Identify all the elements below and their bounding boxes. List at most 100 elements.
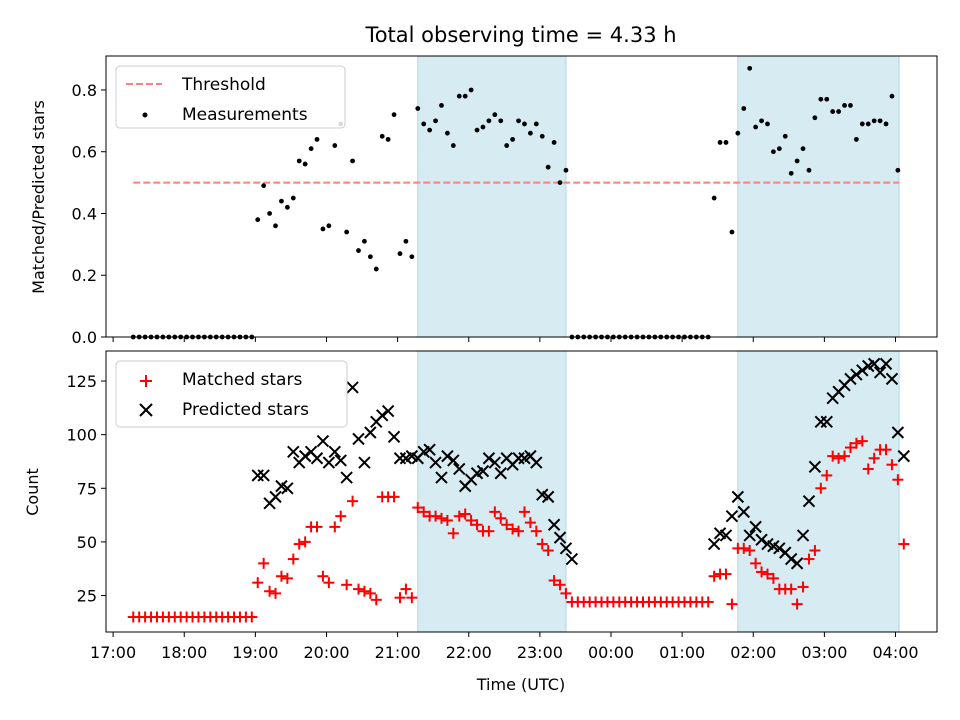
legend-matched-swatch <box>140 375 152 387</box>
predicted-point <box>429 456 442 469</box>
measurement-point <box>433 118 438 124</box>
top-y-axis-label: Matched/Predicted stars <box>29 100 48 294</box>
measurement-point <box>557 180 563 186</box>
matched-point <box>548 575 560 587</box>
measurement-point <box>492 112 498 118</box>
matched-point <box>501 519 513 531</box>
predicted-point <box>316 434 330 448</box>
measurement-point <box>848 103 853 108</box>
predicted-point <box>530 456 543 469</box>
measurement-point <box>284 204 290 210</box>
matched-point <box>459 508 471 520</box>
measurement-point <box>474 127 480 133</box>
predicted-point <box>749 520 762 534</box>
measurement-point <box>320 226 326 232</box>
measurement-point <box>462 93 468 99</box>
measurement-point <box>527 130 533 136</box>
measurement-point <box>290 195 296 201</box>
measurement-point <box>735 130 741 136</box>
matched-point <box>868 452 880 464</box>
matched-point <box>347 495 359 507</box>
matched-point <box>708 570 720 582</box>
matched-point <box>388 491 400 503</box>
top-plot-frame <box>105 55 938 338</box>
predicted-point <box>719 529 733 542</box>
measurement-point <box>344 229 350 235</box>
measurement-point <box>711 195 717 201</box>
top-panel: 0.00.20.40.60.8 Matched/Predicted stars … <box>29 55 938 347</box>
measurement-point <box>397 251 403 257</box>
matched-point <box>761 568 773 580</box>
matched-point <box>370 594 382 606</box>
measurement-point <box>445 130 450 136</box>
matched-point <box>850 437 862 449</box>
matched-point <box>856 435 868 447</box>
matched-point <box>252 577 264 589</box>
x-tick-label: 04:00 <box>872 643 918 662</box>
predicted-point <box>376 409 389 422</box>
predicted-point <box>541 490 555 504</box>
measurement-point <box>439 103 444 108</box>
y-tick-label: 0.2 <box>72 266 97 285</box>
x-tick-label: 03:00 <box>801 643 847 662</box>
predicted-point <box>346 381 359 394</box>
measurement-point <box>379 133 385 139</box>
measurement-point <box>771 149 776 155</box>
measurement-point <box>765 121 770 127</box>
measurement-point <box>427 127 433 133</box>
matched-point <box>471 519 483 531</box>
x-tick-label: 17:00 <box>90 643 136 662</box>
matched-point <box>844 442 856 454</box>
y-tick-label: 50 <box>77 533 97 552</box>
measurement-point <box>836 109 842 114</box>
legend-measurements-swatch <box>142 112 148 118</box>
predicted-point <box>743 529 756 542</box>
x-tick-label: 00:00 <box>588 643 634 662</box>
measurement-point <box>788 170 794 176</box>
measurement-point <box>747 65 753 71</box>
measurement-point <box>332 143 338 148</box>
measurement-point <box>753 124 759 130</box>
bottom-legend-frame <box>115 360 348 428</box>
measurement-point <box>302 161 308 167</box>
predicted-point <box>731 490 745 504</box>
predicted-point <box>328 445 341 459</box>
x-tick-label: 18:00 <box>161 643 207 662</box>
predicted-point <box>287 445 300 459</box>
matched-point <box>341 579 353 591</box>
predicted-point <box>559 542 573 555</box>
matched-point <box>554 579 566 591</box>
measurement-point <box>350 158 355 164</box>
predicted-point <box>298 449 312 463</box>
predicted-point <box>269 490 282 504</box>
x-tick-label: 01:00 <box>659 643 705 662</box>
matched-point <box>827 450 839 462</box>
predicted-point <box>891 426 905 439</box>
measurement-point <box>516 118 521 124</box>
matched-point <box>862 463 874 475</box>
measurement-point <box>486 118 492 124</box>
predicted-point <box>725 509 739 523</box>
shaded-interval <box>417 55 567 338</box>
matched-point <box>542 544 554 556</box>
predicted-point <box>773 542 786 555</box>
predicted-point <box>441 449 454 463</box>
measurement-point <box>279 198 284 204</box>
matched-point <box>750 557 762 569</box>
matched-point <box>323 577 335 589</box>
measurement-point <box>853 136 859 142</box>
matched-point <box>797 581 809 593</box>
measurement-point <box>563 167 569 173</box>
x-axis-label: Time (UTC) <box>476 675 565 694</box>
predicted-point <box>340 471 353 484</box>
matched-point <box>839 450 851 462</box>
measurement-point <box>267 211 272 216</box>
predicted-point <box>334 454 347 467</box>
measurement-point <box>717 140 723 145</box>
matched-point <box>287 553 299 565</box>
predicted-point <box>802 494 816 508</box>
y-tick-label: 25 <box>77 587 97 606</box>
measurement-point <box>830 109 836 114</box>
predicted-point <box>494 467 507 480</box>
matched-point <box>560 587 572 599</box>
